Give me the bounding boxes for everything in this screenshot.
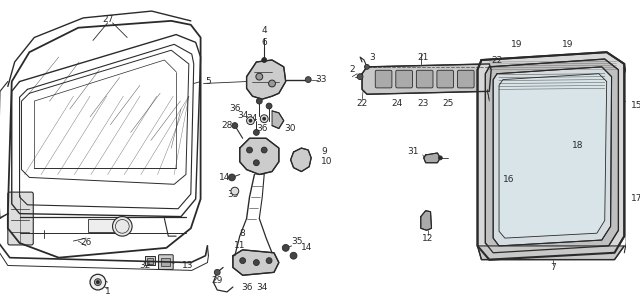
Circle shape bbox=[240, 258, 246, 264]
Text: 14: 14 bbox=[301, 243, 313, 252]
Circle shape bbox=[249, 119, 252, 122]
Circle shape bbox=[231, 187, 239, 195]
FancyBboxPatch shape bbox=[417, 70, 433, 88]
Text: 9: 9 bbox=[321, 148, 326, 156]
Text: 31: 31 bbox=[407, 148, 419, 156]
Circle shape bbox=[260, 115, 268, 123]
Polygon shape bbox=[420, 211, 431, 230]
Polygon shape bbox=[272, 111, 284, 128]
Text: 18: 18 bbox=[572, 141, 583, 150]
Text: 13: 13 bbox=[182, 261, 194, 270]
FancyBboxPatch shape bbox=[159, 255, 173, 269]
Circle shape bbox=[262, 58, 267, 62]
Text: 36: 36 bbox=[257, 124, 268, 133]
Bar bbox=[147, 258, 153, 264]
Circle shape bbox=[90, 274, 106, 290]
Text: 35: 35 bbox=[227, 190, 239, 198]
FancyBboxPatch shape bbox=[396, 70, 412, 88]
Circle shape bbox=[305, 77, 311, 82]
Text: 36: 36 bbox=[241, 282, 252, 291]
Text: 22: 22 bbox=[492, 55, 502, 65]
Circle shape bbox=[253, 160, 259, 166]
Polygon shape bbox=[493, 67, 612, 246]
Text: 24: 24 bbox=[392, 98, 403, 108]
Text: 27: 27 bbox=[102, 15, 113, 24]
Text: 19: 19 bbox=[511, 40, 522, 49]
Text: 14: 14 bbox=[220, 173, 231, 182]
Polygon shape bbox=[499, 74, 607, 238]
Circle shape bbox=[113, 217, 132, 236]
Polygon shape bbox=[477, 52, 624, 260]
Text: 12: 12 bbox=[422, 234, 433, 243]
Text: 1: 1 bbox=[105, 288, 111, 296]
Circle shape bbox=[97, 281, 99, 284]
Circle shape bbox=[253, 260, 259, 265]
Text: 26: 26 bbox=[81, 238, 92, 248]
Circle shape bbox=[261, 147, 267, 153]
FancyBboxPatch shape bbox=[375, 70, 392, 88]
Circle shape bbox=[228, 174, 236, 181]
Text: 29: 29 bbox=[212, 276, 223, 285]
Circle shape bbox=[438, 156, 442, 160]
Circle shape bbox=[232, 123, 238, 128]
Text: 17: 17 bbox=[631, 195, 640, 203]
Circle shape bbox=[95, 279, 101, 285]
FancyBboxPatch shape bbox=[458, 70, 474, 88]
Circle shape bbox=[263, 117, 266, 120]
Text: 15: 15 bbox=[631, 102, 640, 111]
Text: 36: 36 bbox=[229, 105, 241, 113]
Circle shape bbox=[266, 103, 272, 109]
Circle shape bbox=[256, 73, 263, 80]
Polygon shape bbox=[424, 153, 440, 163]
Polygon shape bbox=[477, 246, 624, 260]
Text: 16: 16 bbox=[503, 175, 515, 184]
Text: 19: 19 bbox=[562, 40, 573, 49]
Text: 5: 5 bbox=[205, 77, 211, 86]
Text: 6: 6 bbox=[261, 38, 267, 47]
Text: 23: 23 bbox=[417, 98, 428, 108]
Text: 10: 10 bbox=[321, 157, 332, 166]
Text: 3: 3 bbox=[369, 53, 374, 62]
Circle shape bbox=[266, 258, 272, 264]
Circle shape bbox=[246, 117, 255, 125]
Text: 21: 21 bbox=[417, 53, 428, 62]
Polygon shape bbox=[233, 250, 279, 275]
Circle shape bbox=[282, 245, 289, 251]
Circle shape bbox=[269, 80, 275, 87]
FancyBboxPatch shape bbox=[8, 192, 33, 245]
Bar bbox=[88, 218, 122, 232]
Polygon shape bbox=[240, 138, 279, 175]
Circle shape bbox=[365, 65, 369, 69]
Text: 34: 34 bbox=[247, 114, 258, 123]
Circle shape bbox=[253, 129, 259, 135]
Text: 4: 4 bbox=[261, 26, 267, 35]
Text: 35: 35 bbox=[292, 237, 303, 245]
Polygon shape bbox=[246, 60, 285, 99]
Bar bbox=[161, 258, 170, 266]
Text: 2: 2 bbox=[349, 65, 355, 74]
Text: 8: 8 bbox=[240, 229, 246, 238]
Circle shape bbox=[214, 269, 220, 275]
Text: 28: 28 bbox=[221, 121, 233, 130]
Text: 34: 34 bbox=[257, 282, 268, 291]
Polygon shape bbox=[362, 64, 492, 94]
Circle shape bbox=[357, 74, 363, 80]
Text: 34: 34 bbox=[237, 111, 248, 120]
Circle shape bbox=[290, 252, 297, 259]
Text: 33: 33 bbox=[315, 75, 326, 84]
Polygon shape bbox=[485, 59, 618, 253]
FancyBboxPatch shape bbox=[437, 70, 454, 88]
Text: 32: 32 bbox=[139, 261, 150, 270]
Circle shape bbox=[246, 147, 252, 153]
Text: 7: 7 bbox=[550, 263, 556, 272]
Circle shape bbox=[257, 98, 262, 104]
Polygon shape bbox=[291, 148, 311, 171]
Text: 25: 25 bbox=[442, 98, 454, 108]
Text: 11: 11 bbox=[234, 241, 246, 250]
Text: 22: 22 bbox=[356, 98, 367, 108]
Text: 30: 30 bbox=[284, 124, 296, 133]
Bar bbox=[145, 256, 155, 265]
